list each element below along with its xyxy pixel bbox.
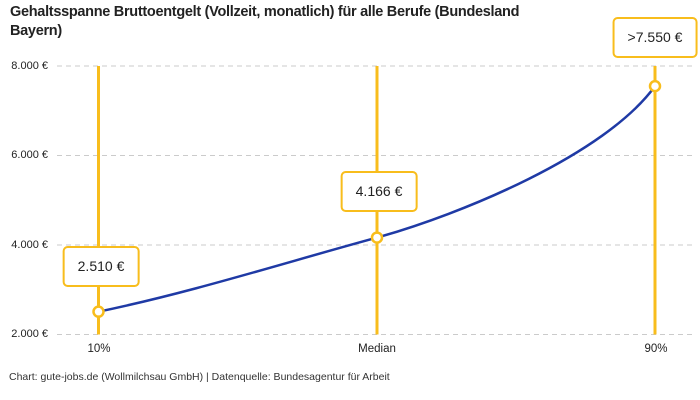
x-axis-label-median: Median xyxy=(358,343,396,355)
y-axis-tick-4000: 4.000 € xyxy=(11,239,48,251)
x-axis-label-90-percent: 90% xyxy=(644,343,668,355)
y-axis-tick-6000: 6.000 € xyxy=(11,149,48,161)
value-label-90-percent: >7.550 € xyxy=(612,17,698,58)
chart-attribution: Chart: gute-jobs.de (Wollmilchsau GmbH) … xyxy=(9,371,390,383)
y-axis-tick-2000: 2.000 € xyxy=(11,328,48,340)
value-label-median: 4.166 € xyxy=(340,171,418,212)
chart-title: Gehaltsspanne Bruttoentgelt (Vollzeit, m… xyxy=(10,4,520,39)
data-point-median[interactable] xyxy=(370,231,384,244)
data-point-10-percent[interactable] xyxy=(92,305,105,318)
y-axis-tick-8000: 8.000 € xyxy=(11,60,48,72)
value-label-10-percent: 2.510 € xyxy=(62,246,140,287)
data-point-90-percent[interactable] xyxy=(648,79,662,93)
x-axis-label-10-percent: 10% xyxy=(87,343,111,355)
